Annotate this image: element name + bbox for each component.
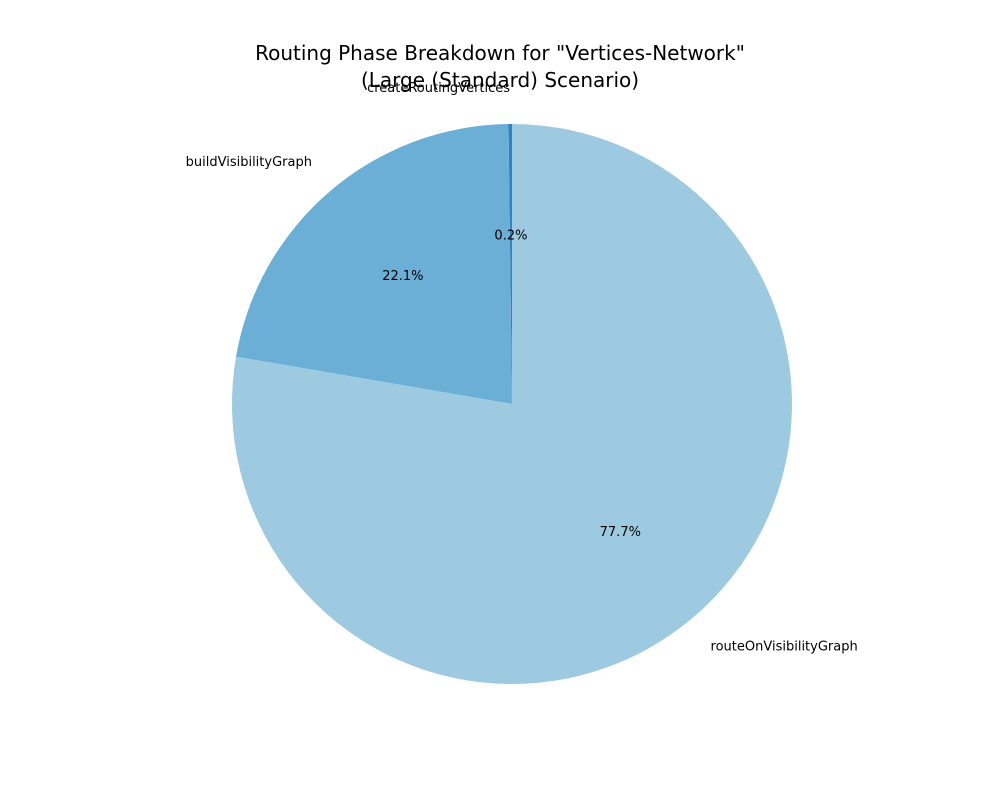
pie-category-label: createRoutingVertices (367, 81, 510, 96)
pie-slice-routeOnVisibilityGraph (232, 124, 793, 684)
pie-percent-label: 77.7% (600, 525, 641, 540)
pie-percent-label: 22.1% (382, 269, 423, 284)
pie-slices (232, 123, 793, 684)
chart-title-line-2: (Large (Standard) Scenario) (360, 68, 640, 92)
pie-category-label: routeOnVisibilityGraph (711, 639, 858, 654)
pie-labels: 0.2% createRoutingVertices 22.1% buildVisib… (186, 81, 858, 654)
pie-slice-buildVisibilityGraph (236, 124, 512, 405)
pie-category-label: buildVisibilityGraph (186, 155, 312, 170)
pie-percent-label: 0.2% (494, 229, 527, 244)
chart-title-line-1: Routing Phase Breakdown for "Vertices-Ne… (255, 41, 745, 65)
pie-slice-createRoutingVertices (508, 123, 512, 405)
